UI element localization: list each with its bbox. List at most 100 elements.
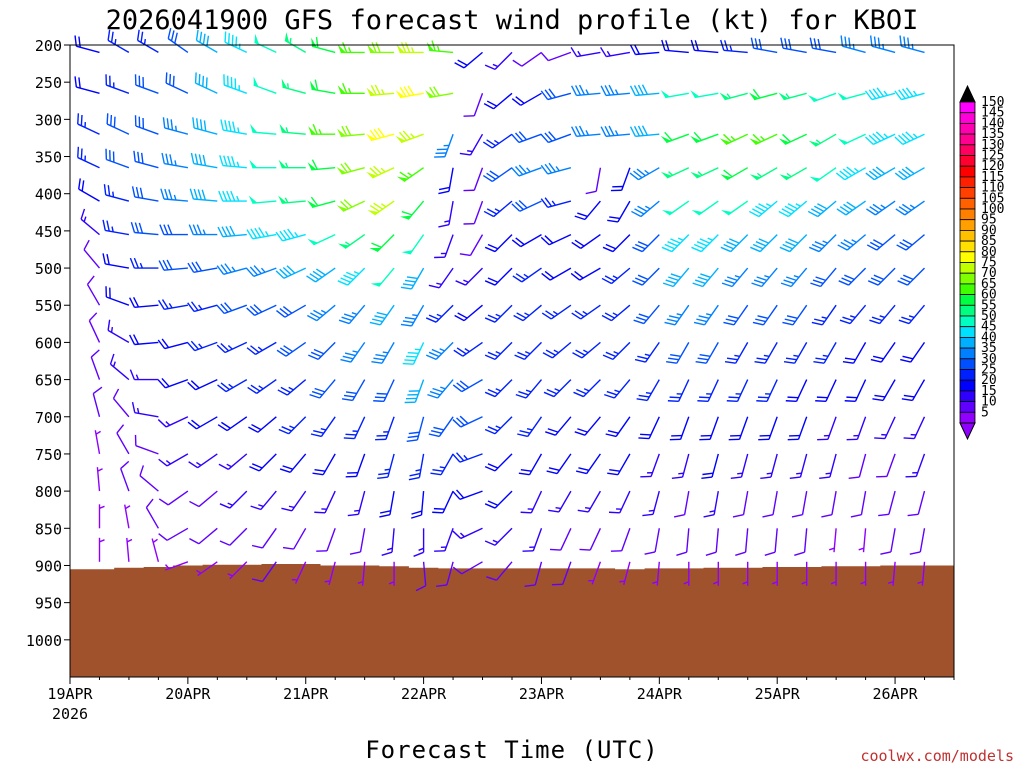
wind-barb xyxy=(129,369,159,381)
wind-barb xyxy=(217,225,247,238)
wind-barb xyxy=(164,561,189,571)
wind-barb xyxy=(158,490,189,506)
wind-barb xyxy=(878,490,896,517)
wind-barb xyxy=(337,125,365,137)
wind-barb xyxy=(869,304,896,325)
x-axis-label: Forecast Time (UTC) xyxy=(365,736,659,764)
colorbar-top-arrow xyxy=(959,84,976,103)
x-tick-label: 22APR xyxy=(401,685,447,703)
y-tick-label: 400 xyxy=(35,186,62,204)
wind-barb xyxy=(103,184,130,202)
wind-barb xyxy=(369,304,395,326)
wind-barb xyxy=(751,267,778,288)
y-tick-label: 350 xyxy=(35,149,62,167)
wind-barb xyxy=(540,162,572,175)
wind-barb xyxy=(484,527,513,546)
colorbar-label: 65 xyxy=(981,277,997,292)
x-tick-label: 26APR xyxy=(872,685,918,703)
wind-barb xyxy=(664,304,690,326)
wind-barb xyxy=(484,234,513,253)
wind-barb xyxy=(705,528,719,556)
wind-barb xyxy=(116,424,130,455)
wind-barb xyxy=(779,234,808,253)
wind-barb xyxy=(631,200,660,218)
y-tick-label: 650 xyxy=(35,372,62,390)
wind-barb xyxy=(160,188,188,202)
wind-barb xyxy=(724,342,749,364)
colorbar-swatch xyxy=(959,336,976,349)
wind-barb xyxy=(337,83,365,95)
chart-title: 2026041900 GFS forecast wind profile (kt… xyxy=(106,5,919,36)
wind-barb xyxy=(764,528,778,556)
wind-barb xyxy=(629,44,660,56)
wind-barb xyxy=(571,125,601,137)
wind-barb xyxy=(311,36,336,54)
wind-barb xyxy=(216,302,248,315)
wind-barb xyxy=(632,267,660,286)
wind-barb xyxy=(604,379,631,399)
wind-barb xyxy=(109,353,130,381)
colorbar-swatch xyxy=(959,155,976,167)
wind-barb xyxy=(413,528,425,557)
wind-barb xyxy=(98,537,105,562)
wind-barb xyxy=(771,561,778,586)
y-tick-label: 250 xyxy=(35,74,62,92)
wind-barb xyxy=(809,167,837,183)
wind-barb xyxy=(660,90,689,99)
wind-barb xyxy=(307,159,336,171)
wind-barb xyxy=(894,166,925,181)
colorbar-label: 110 xyxy=(981,181,1004,196)
wind-barbs-layer xyxy=(74,27,926,592)
wind-barb xyxy=(158,453,189,467)
wind-barb xyxy=(750,234,778,253)
wind-barb xyxy=(379,490,395,518)
wind-barb xyxy=(899,35,925,54)
wind-barb xyxy=(819,453,837,480)
wind-barb xyxy=(106,113,130,135)
wind-barb xyxy=(514,341,542,361)
wind-barb xyxy=(107,29,130,54)
wind-barb xyxy=(253,76,277,94)
wind-barb xyxy=(402,342,425,365)
wind-barb xyxy=(844,379,867,403)
wind-barb xyxy=(281,490,307,512)
colorbar-label: 100 xyxy=(981,202,1004,217)
wind-barb xyxy=(129,257,159,269)
colorbar-label: 15 xyxy=(981,384,997,399)
y-tick-label: 700 xyxy=(35,409,62,427)
wind-barb xyxy=(366,165,395,179)
wind-barb xyxy=(187,261,218,273)
wind-barb xyxy=(452,452,483,463)
wind-barb xyxy=(246,341,277,356)
wind-barb xyxy=(189,527,218,545)
wind-barb xyxy=(365,127,395,142)
wind-barb xyxy=(903,416,926,440)
colorbar-label: 140 xyxy=(981,116,1004,131)
wind-barb xyxy=(599,47,631,58)
wind-barb xyxy=(695,342,719,364)
wind-barb xyxy=(223,74,248,94)
speed-colorbar: 1501451401351301251201151101051009590858… xyxy=(959,84,1004,441)
wind-barb xyxy=(158,259,188,271)
wind-barb xyxy=(86,275,101,306)
y-tick-label: 450 xyxy=(35,223,62,241)
colorbar-swatch xyxy=(959,219,976,231)
wind-barb xyxy=(452,561,483,575)
ground-layer xyxy=(70,564,954,677)
wind-barb xyxy=(671,453,690,480)
wind-barb xyxy=(909,528,926,555)
wind-barb xyxy=(778,92,807,101)
wind-barb xyxy=(605,416,631,438)
wind-barb xyxy=(836,200,867,216)
wind-barb xyxy=(808,234,837,253)
wind-barb xyxy=(438,200,454,228)
wind-barb xyxy=(791,490,808,518)
wind-barb xyxy=(901,379,926,402)
wind-barb xyxy=(545,416,572,436)
wind-barb xyxy=(357,561,366,586)
colorbar-label: 70 xyxy=(981,266,997,281)
colorbar-swatch xyxy=(959,262,976,274)
wind-barb xyxy=(134,74,159,94)
y-tick-label: 200 xyxy=(35,37,62,55)
colorbar-label: 90 xyxy=(981,223,997,238)
